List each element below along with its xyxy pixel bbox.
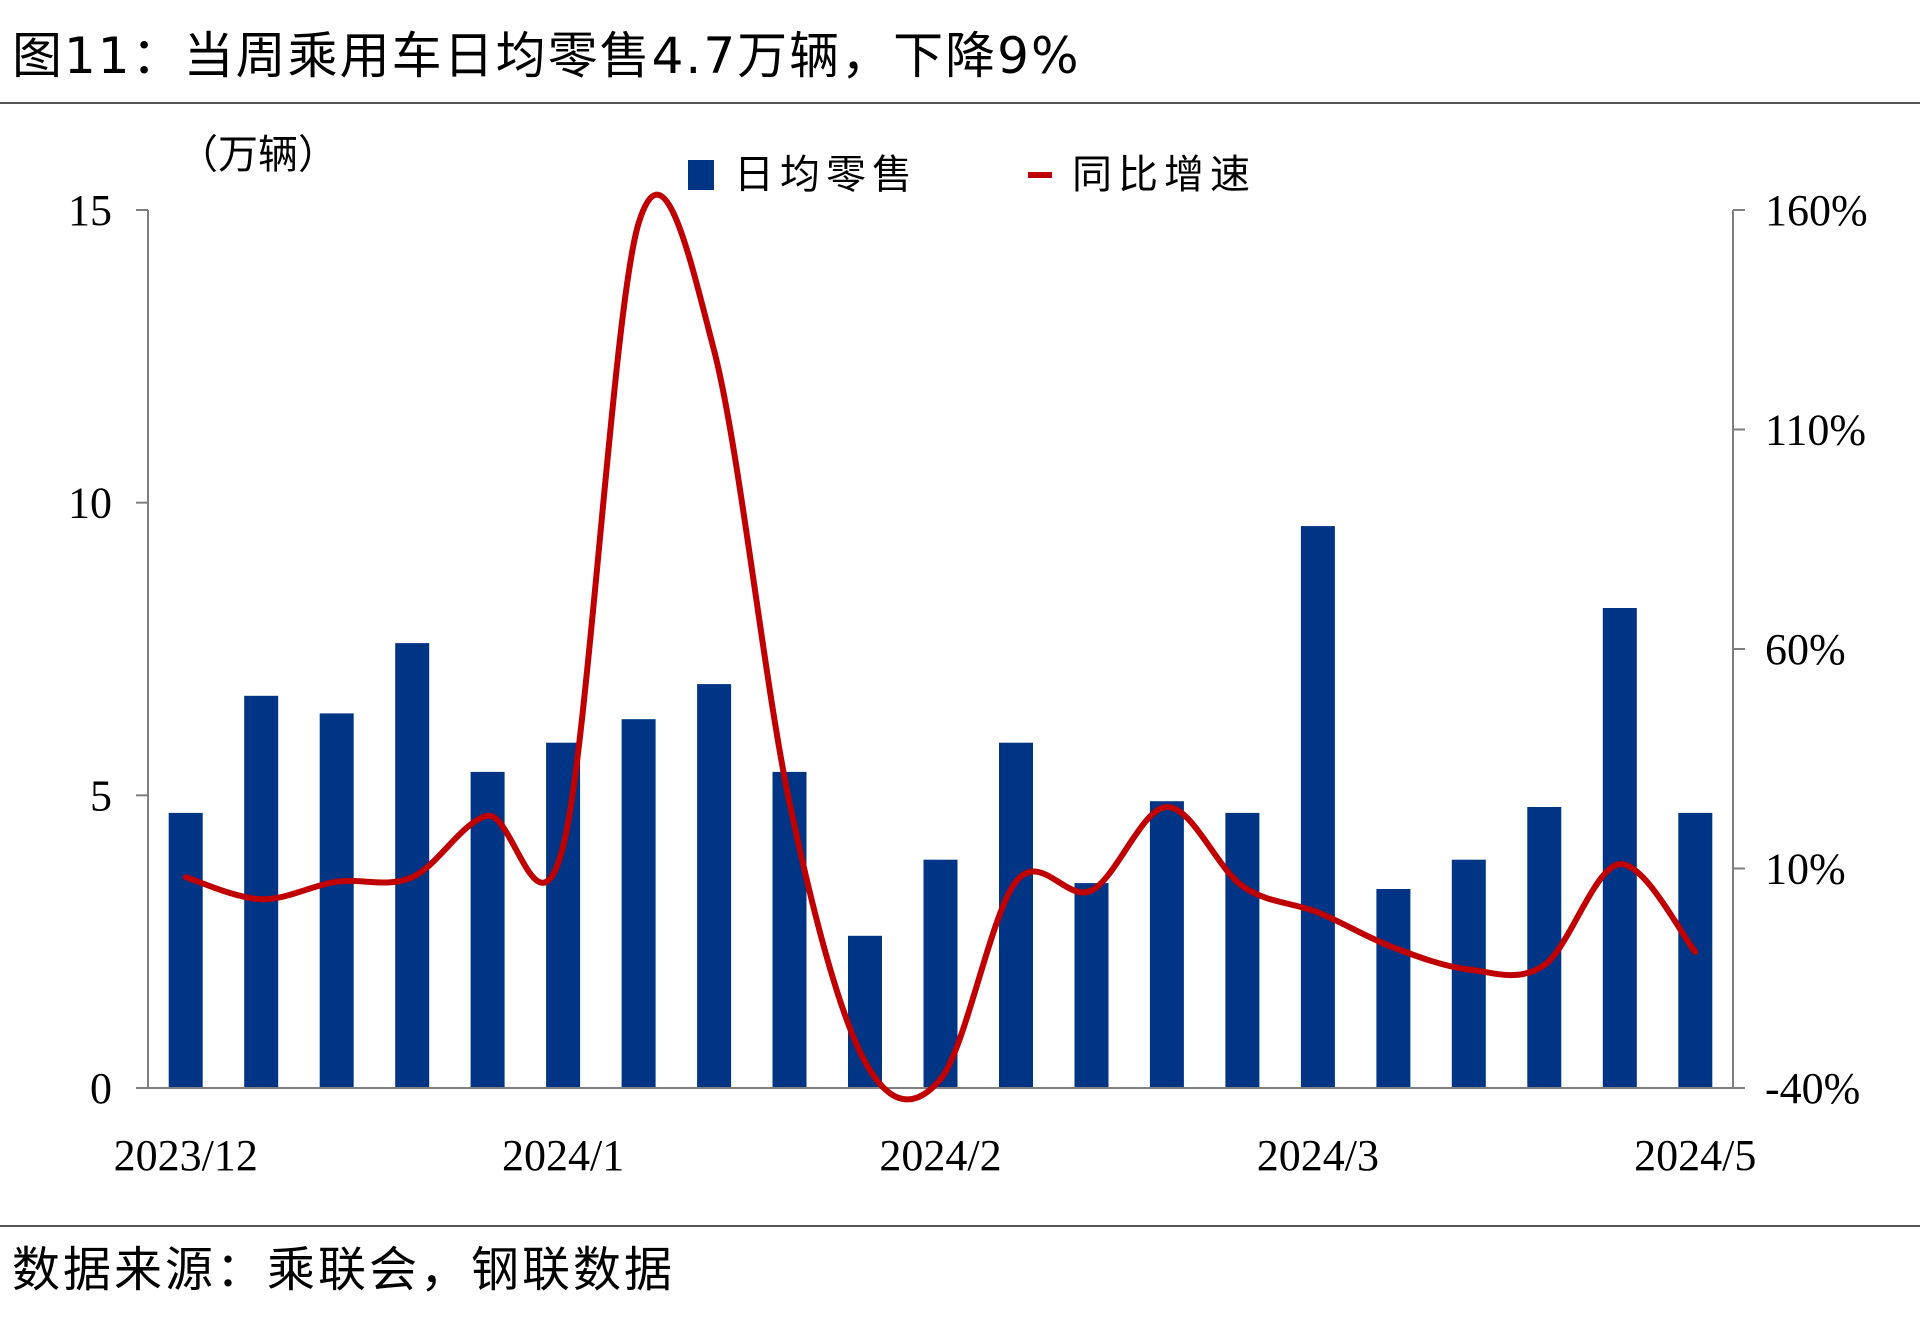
left-axis-unit: （万辆） xyxy=(178,132,338,178)
x-tick-label-1: 2024/1 xyxy=(502,1131,624,1180)
left-tick-label-1: 5 xyxy=(90,771,112,820)
bar-13 xyxy=(1149,801,1184,1088)
right-tick-label-3: 110% xyxy=(1765,406,1866,455)
bar-8 xyxy=(772,771,807,1088)
axes xyxy=(136,209,1745,1089)
bar-6 xyxy=(621,719,656,1088)
top-rule xyxy=(0,102,1920,104)
bar-12 xyxy=(1074,883,1109,1088)
bar-10 xyxy=(923,859,958,1088)
x-tick-label-2: 2024/2 xyxy=(879,1131,1001,1180)
legend-bar-label: 日均零售 xyxy=(734,152,918,198)
bar-3 xyxy=(395,643,430,1088)
line-series xyxy=(182,191,1699,1103)
right-tick-label-4: 160% xyxy=(1765,186,1868,235)
chart-title: 图11：当周乘用车日均零售4.7万辆，下降9% xyxy=(12,27,1081,85)
legend-line-label: 同比增速 xyxy=(1072,152,1256,198)
line-path xyxy=(182,191,1699,1103)
left-tick-label-3: 15 xyxy=(68,186,112,235)
legend: 日均零售 同比增速 xyxy=(688,152,1256,198)
bar-0 xyxy=(168,812,203,1088)
x-tick-label-3: 2024/3 xyxy=(1257,1131,1379,1180)
right-tick-label-1: 10% xyxy=(1765,845,1846,894)
legend-bar-swatch xyxy=(688,160,714,190)
bar-16 xyxy=(1376,889,1411,1088)
right-tick-label-0: -40% xyxy=(1765,1064,1860,1113)
bar-18 xyxy=(1527,807,1562,1088)
left-tick-label-0: 0 xyxy=(90,1064,112,1113)
bar-2 xyxy=(319,713,354,1088)
left-tick-label-2: 10 xyxy=(68,479,112,528)
right-tick-label-2: 60% xyxy=(1765,625,1846,674)
bar-15 xyxy=(1300,526,1335,1088)
source-note: 数据来源：乘联会，钢联数据 xyxy=(12,1242,676,1298)
x-tick-label-0: 2023/12 xyxy=(114,1131,258,1180)
bar-7 xyxy=(697,684,732,1088)
x-tick-label-4: 2024/5 xyxy=(1634,1131,1756,1180)
axis-labels: 0 5 10 15 -40% 10% 60% 110% 160% 2023/12 2024/1 202… xyxy=(68,132,1868,1180)
bar-14 xyxy=(1225,812,1260,1088)
bar-11 xyxy=(999,742,1033,1088)
bar-series xyxy=(168,526,1713,1088)
bottom-rule xyxy=(0,1225,1920,1227)
bar-1 xyxy=(244,695,279,1088)
bar-19 xyxy=(1602,608,1637,1088)
